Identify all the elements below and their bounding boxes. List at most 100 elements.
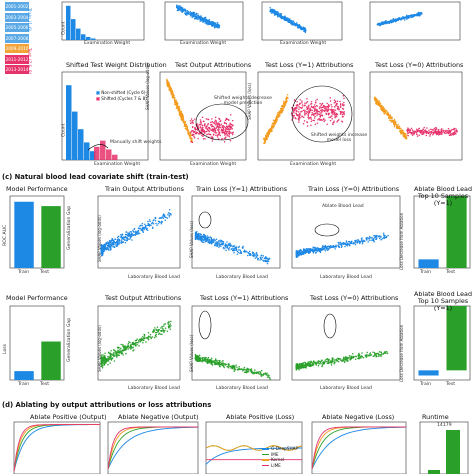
c1-scatter1-point bbox=[118, 243, 120, 245]
c2-scatter2-point bbox=[220, 362, 223, 365]
b-scatter2-orange bbox=[272, 122, 275, 125]
c1-scatter1-point bbox=[119, 241, 121, 244]
a-scatter2-point bbox=[270, 12, 273, 14]
c2-scatter3-point bbox=[326, 362, 329, 364]
c2-scatter1-point bbox=[142, 336, 144, 338]
c1-scatter3-point bbox=[362, 239, 365, 242]
a-scatter2-point bbox=[287, 18, 290, 20]
b-scatter2-pink bbox=[333, 99, 336, 101]
c1-scatter1-point bbox=[111, 242, 114, 244]
c2-scatter3-point bbox=[296, 363, 298, 366]
b-scatter1-pink bbox=[211, 121, 213, 123]
b-scatter1-pink bbox=[207, 129, 210, 132]
c1-scatter3-point bbox=[300, 253, 302, 256]
b-scatter3-pink bbox=[442, 129, 445, 131]
b-scatter2-pink bbox=[341, 103, 344, 105]
b-scatter1-pink bbox=[218, 131, 221, 133]
b-scatter1-pink bbox=[216, 129, 219, 131]
c2-scatter1-point bbox=[161, 333, 163, 335]
b-scatter3-pink bbox=[411, 134, 414, 136]
b-scatter2-pink bbox=[339, 106, 342, 108]
b-scatter1-pink bbox=[214, 116, 217, 118]
c1-scatter2-point bbox=[264, 257, 266, 259]
c1-scatter2-point bbox=[206, 240, 209, 242]
c2-scatter1-point bbox=[125, 347, 128, 349]
b-hist-bar-shifted bbox=[100, 140, 106, 160]
c1-scatter1-point bbox=[124, 233, 127, 236]
cycle-legend-item: 2009-2010 bbox=[5, 44, 29, 53]
c1-scatter2-point bbox=[243, 249, 246, 251]
c2-scatter3-point bbox=[384, 351, 386, 353]
b-scatter3-orange bbox=[397, 126, 400, 129]
c1-xlabel-1: Laboratory Blood Lead bbox=[128, 275, 180, 280]
c2-scatter1-point bbox=[138, 338, 141, 340]
b-scatter3-pink bbox=[452, 132, 454, 135]
c1-scatter1-point bbox=[124, 241, 127, 244]
c2-scatter1-point bbox=[167, 323, 170, 325]
c1-scatter2-point bbox=[234, 246, 236, 249]
a-scatter3-point bbox=[408, 15, 410, 18]
b-scatter1-pink bbox=[210, 128, 212, 131]
c2-scatter3-point bbox=[354, 358, 357, 360]
c2-scatter2-point bbox=[252, 372, 254, 375]
b-scatter1-orange bbox=[180, 111, 183, 114]
c1-scatter3-point bbox=[350, 241, 353, 244]
c2-scatter3-point bbox=[375, 356, 377, 358]
c1-ylab-gap: Generalization Gap bbox=[67, 205, 72, 250]
a-scatter2-point bbox=[280, 15, 282, 17]
c2-scatter2-point bbox=[249, 369, 251, 372]
b-scatter1-pink bbox=[194, 132, 197, 135]
c2-scatter3-point bbox=[331, 360, 334, 362]
b-scatter2-pink bbox=[299, 102, 301, 104]
c2-scatter2-point bbox=[215, 362, 217, 364]
c1-scatter3-point bbox=[368, 239, 371, 241]
c1-scatter1-point bbox=[152, 222, 155, 225]
c1-scatter1-point bbox=[133, 228, 136, 231]
a-scatter3-point bbox=[400, 17, 403, 20]
c2-scatter1-point bbox=[157, 331, 159, 333]
d-pos-output-line bbox=[13, 424, 100, 472]
b-scatter2-pink bbox=[318, 107, 321, 109]
a-scatter2-point bbox=[300, 25, 302, 28]
b-scatter3-pink bbox=[444, 129, 446, 132]
c2-scatter3-point bbox=[327, 359, 330, 362]
b-scatter2-pink bbox=[313, 109, 316, 111]
a-scatter1-point bbox=[197, 15, 199, 17]
c1-scatter3-point bbox=[354, 241, 356, 243]
b-scatter1-pink bbox=[205, 118, 208, 120]
b-scatter2-pink bbox=[314, 105, 316, 108]
b-scatter1-pink bbox=[220, 128, 223, 131]
b-scatter1-pink bbox=[210, 136, 212, 138]
cycle-legend: 2001-2002 2003-2004 2005-2006 2007-2008 2009… bbox=[5, 2, 29, 76]
b-scatter1-orange bbox=[186, 125, 188, 128]
c2-scatter3-point bbox=[295, 366, 298, 368]
c1-scatter2-point bbox=[232, 249, 235, 252]
c1-scatter1-point bbox=[157, 223, 160, 225]
c1-scatter2-point bbox=[230, 244, 232, 247]
b-scatter1-pink bbox=[225, 123, 228, 125]
c2-scatter3-point bbox=[380, 355, 382, 357]
c1-scatter2-frame bbox=[191, 195, 281, 269]
c2-scatter3-point bbox=[375, 353, 377, 356]
c1-scatter3-point bbox=[309, 249, 311, 252]
b-scatter1-pink bbox=[207, 133, 209, 135]
b-scatter1-orange bbox=[166, 82, 169, 85]
c1-title-3: Train Loss (Y=1) Attributions bbox=[196, 185, 288, 193]
b-scatter1-pink bbox=[212, 125, 215, 128]
b-scatter3-pink bbox=[427, 132, 429, 134]
b-scatter1-pink bbox=[226, 133, 228, 136]
b-scatter2-orange bbox=[280, 107, 283, 110]
c2-scatter2-point bbox=[208, 361, 211, 363]
b-scatter1-pink bbox=[208, 130, 211, 133]
b-scatter1-pink bbox=[220, 123, 223, 125]
c2-scatter1-point bbox=[120, 343, 122, 346]
c2-scatter1-point bbox=[155, 329, 158, 331]
a-scatter3-point bbox=[386, 21, 389, 24]
b-scatter1-pink bbox=[223, 131, 226, 133]
b-scatter2-pink bbox=[314, 123, 317, 125]
b-scatter1-orange bbox=[178, 109, 181, 112]
c2-scatter2-point bbox=[262, 373, 265, 376]
c2-scatter1-point bbox=[153, 330, 155, 332]
c1-scatter1-point bbox=[167, 214, 169, 216]
b-scatter1-pink bbox=[229, 128, 232, 130]
